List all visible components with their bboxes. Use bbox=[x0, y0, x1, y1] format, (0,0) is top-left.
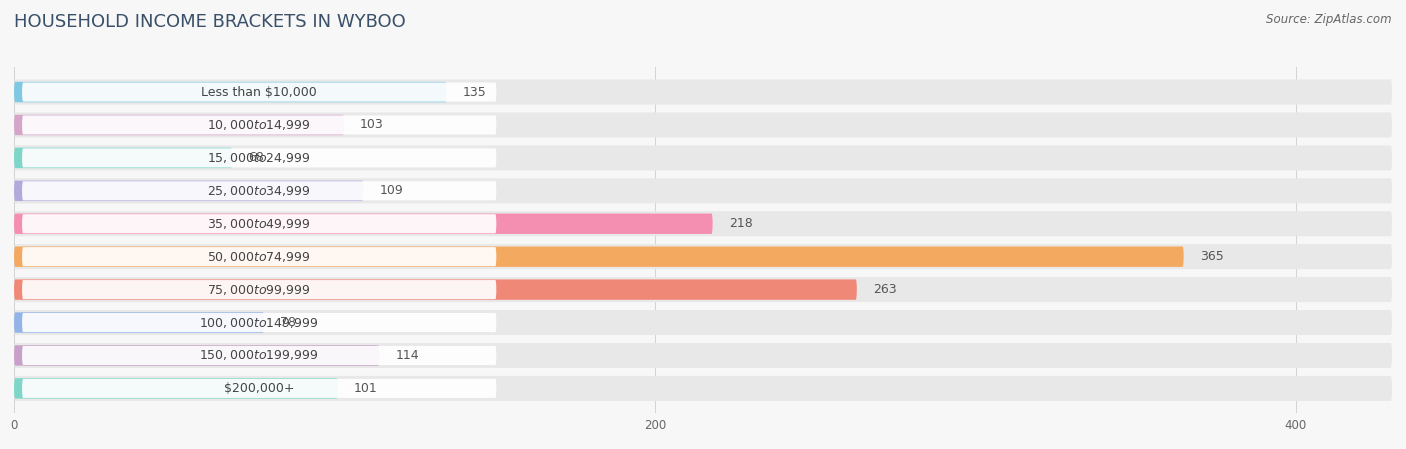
FancyBboxPatch shape bbox=[14, 244, 1392, 269]
FancyBboxPatch shape bbox=[14, 112, 1392, 137]
FancyBboxPatch shape bbox=[14, 148, 232, 168]
FancyBboxPatch shape bbox=[14, 279, 856, 300]
Text: $10,000 to $14,999: $10,000 to $14,999 bbox=[208, 118, 311, 132]
FancyBboxPatch shape bbox=[22, 83, 496, 101]
FancyBboxPatch shape bbox=[14, 378, 337, 399]
FancyBboxPatch shape bbox=[14, 247, 1184, 267]
FancyBboxPatch shape bbox=[14, 345, 380, 365]
FancyBboxPatch shape bbox=[22, 214, 496, 233]
FancyBboxPatch shape bbox=[22, 181, 496, 200]
FancyBboxPatch shape bbox=[14, 310, 1392, 335]
FancyBboxPatch shape bbox=[14, 214, 713, 234]
Text: 135: 135 bbox=[463, 86, 486, 98]
FancyBboxPatch shape bbox=[14, 313, 264, 333]
Text: $100,000 to $149,999: $100,000 to $149,999 bbox=[200, 316, 319, 330]
FancyBboxPatch shape bbox=[14, 376, 1392, 401]
Text: 68: 68 bbox=[247, 151, 264, 164]
Text: Less than $10,000: Less than $10,000 bbox=[201, 86, 318, 98]
FancyBboxPatch shape bbox=[22, 247, 496, 266]
FancyBboxPatch shape bbox=[22, 148, 496, 167]
Text: $25,000 to $34,999: $25,000 to $34,999 bbox=[208, 184, 311, 198]
Text: 101: 101 bbox=[354, 382, 377, 395]
Text: 263: 263 bbox=[873, 283, 897, 296]
FancyBboxPatch shape bbox=[14, 115, 344, 135]
Text: $50,000 to $74,999: $50,000 to $74,999 bbox=[208, 250, 311, 264]
Text: $35,000 to $49,999: $35,000 to $49,999 bbox=[208, 217, 311, 231]
FancyBboxPatch shape bbox=[14, 82, 447, 102]
FancyBboxPatch shape bbox=[14, 178, 1392, 203]
FancyBboxPatch shape bbox=[22, 115, 496, 135]
Text: 218: 218 bbox=[728, 217, 752, 230]
Text: $75,000 to $99,999: $75,000 to $99,999 bbox=[208, 282, 311, 297]
FancyBboxPatch shape bbox=[22, 280, 496, 299]
FancyBboxPatch shape bbox=[22, 379, 496, 398]
Text: $200,000+: $200,000+ bbox=[224, 382, 294, 395]
FancyBboxPatch shape bbox=[14, 211, 1392, 236]
Text: 78: 78 bbox=[280, 316, 297, 329]
FancyBboxPatch shape bbox=[22, 313, 496, 332]
Text: Source: ZipAtlas.com: Source: ZipAtlas.com bbox=[1267, 13, 1392, 26]
Text: $15,000 to $24,999: $15,000 to $24,999 bbox=[208, 151, 311, 165]
FancyBboxPatch shape bbox=[14, 180, 363, 201]
Text: 109: 109 bbox=[380, 185, 404, 197]
FancyBboxPatch shape bbox=[14, 79, 1392, 105]
Text: 365: 365 bbox=[1199, 250, 1223, 263]
FancyBboxPatch shape bbox=[14, 145, 1392, 171]
FancyBboxPatch shape bbox=[14, 277, 1392, 302]
FancyBboxPatch shape bbox=[14, 343, 1392, 368]
Text: 114: 114 bbox=[395, 349, 419, 362]
Text: 103: 103 bbox=[360, 119, 384, 132]
Text: HOUSEHOLD INCOME BRACKETS IN WYBOO: HOUSEHOLD INCOME BRACKETS IN WYBOO bbox=[14, 13, 406, 31]
FancyBboxPatch shape bbox=[22, 346, 496, 365]
Text: $150,000 to $199,999: $150,000 to $199,999 bbox=[200, 348, 319, 362]
